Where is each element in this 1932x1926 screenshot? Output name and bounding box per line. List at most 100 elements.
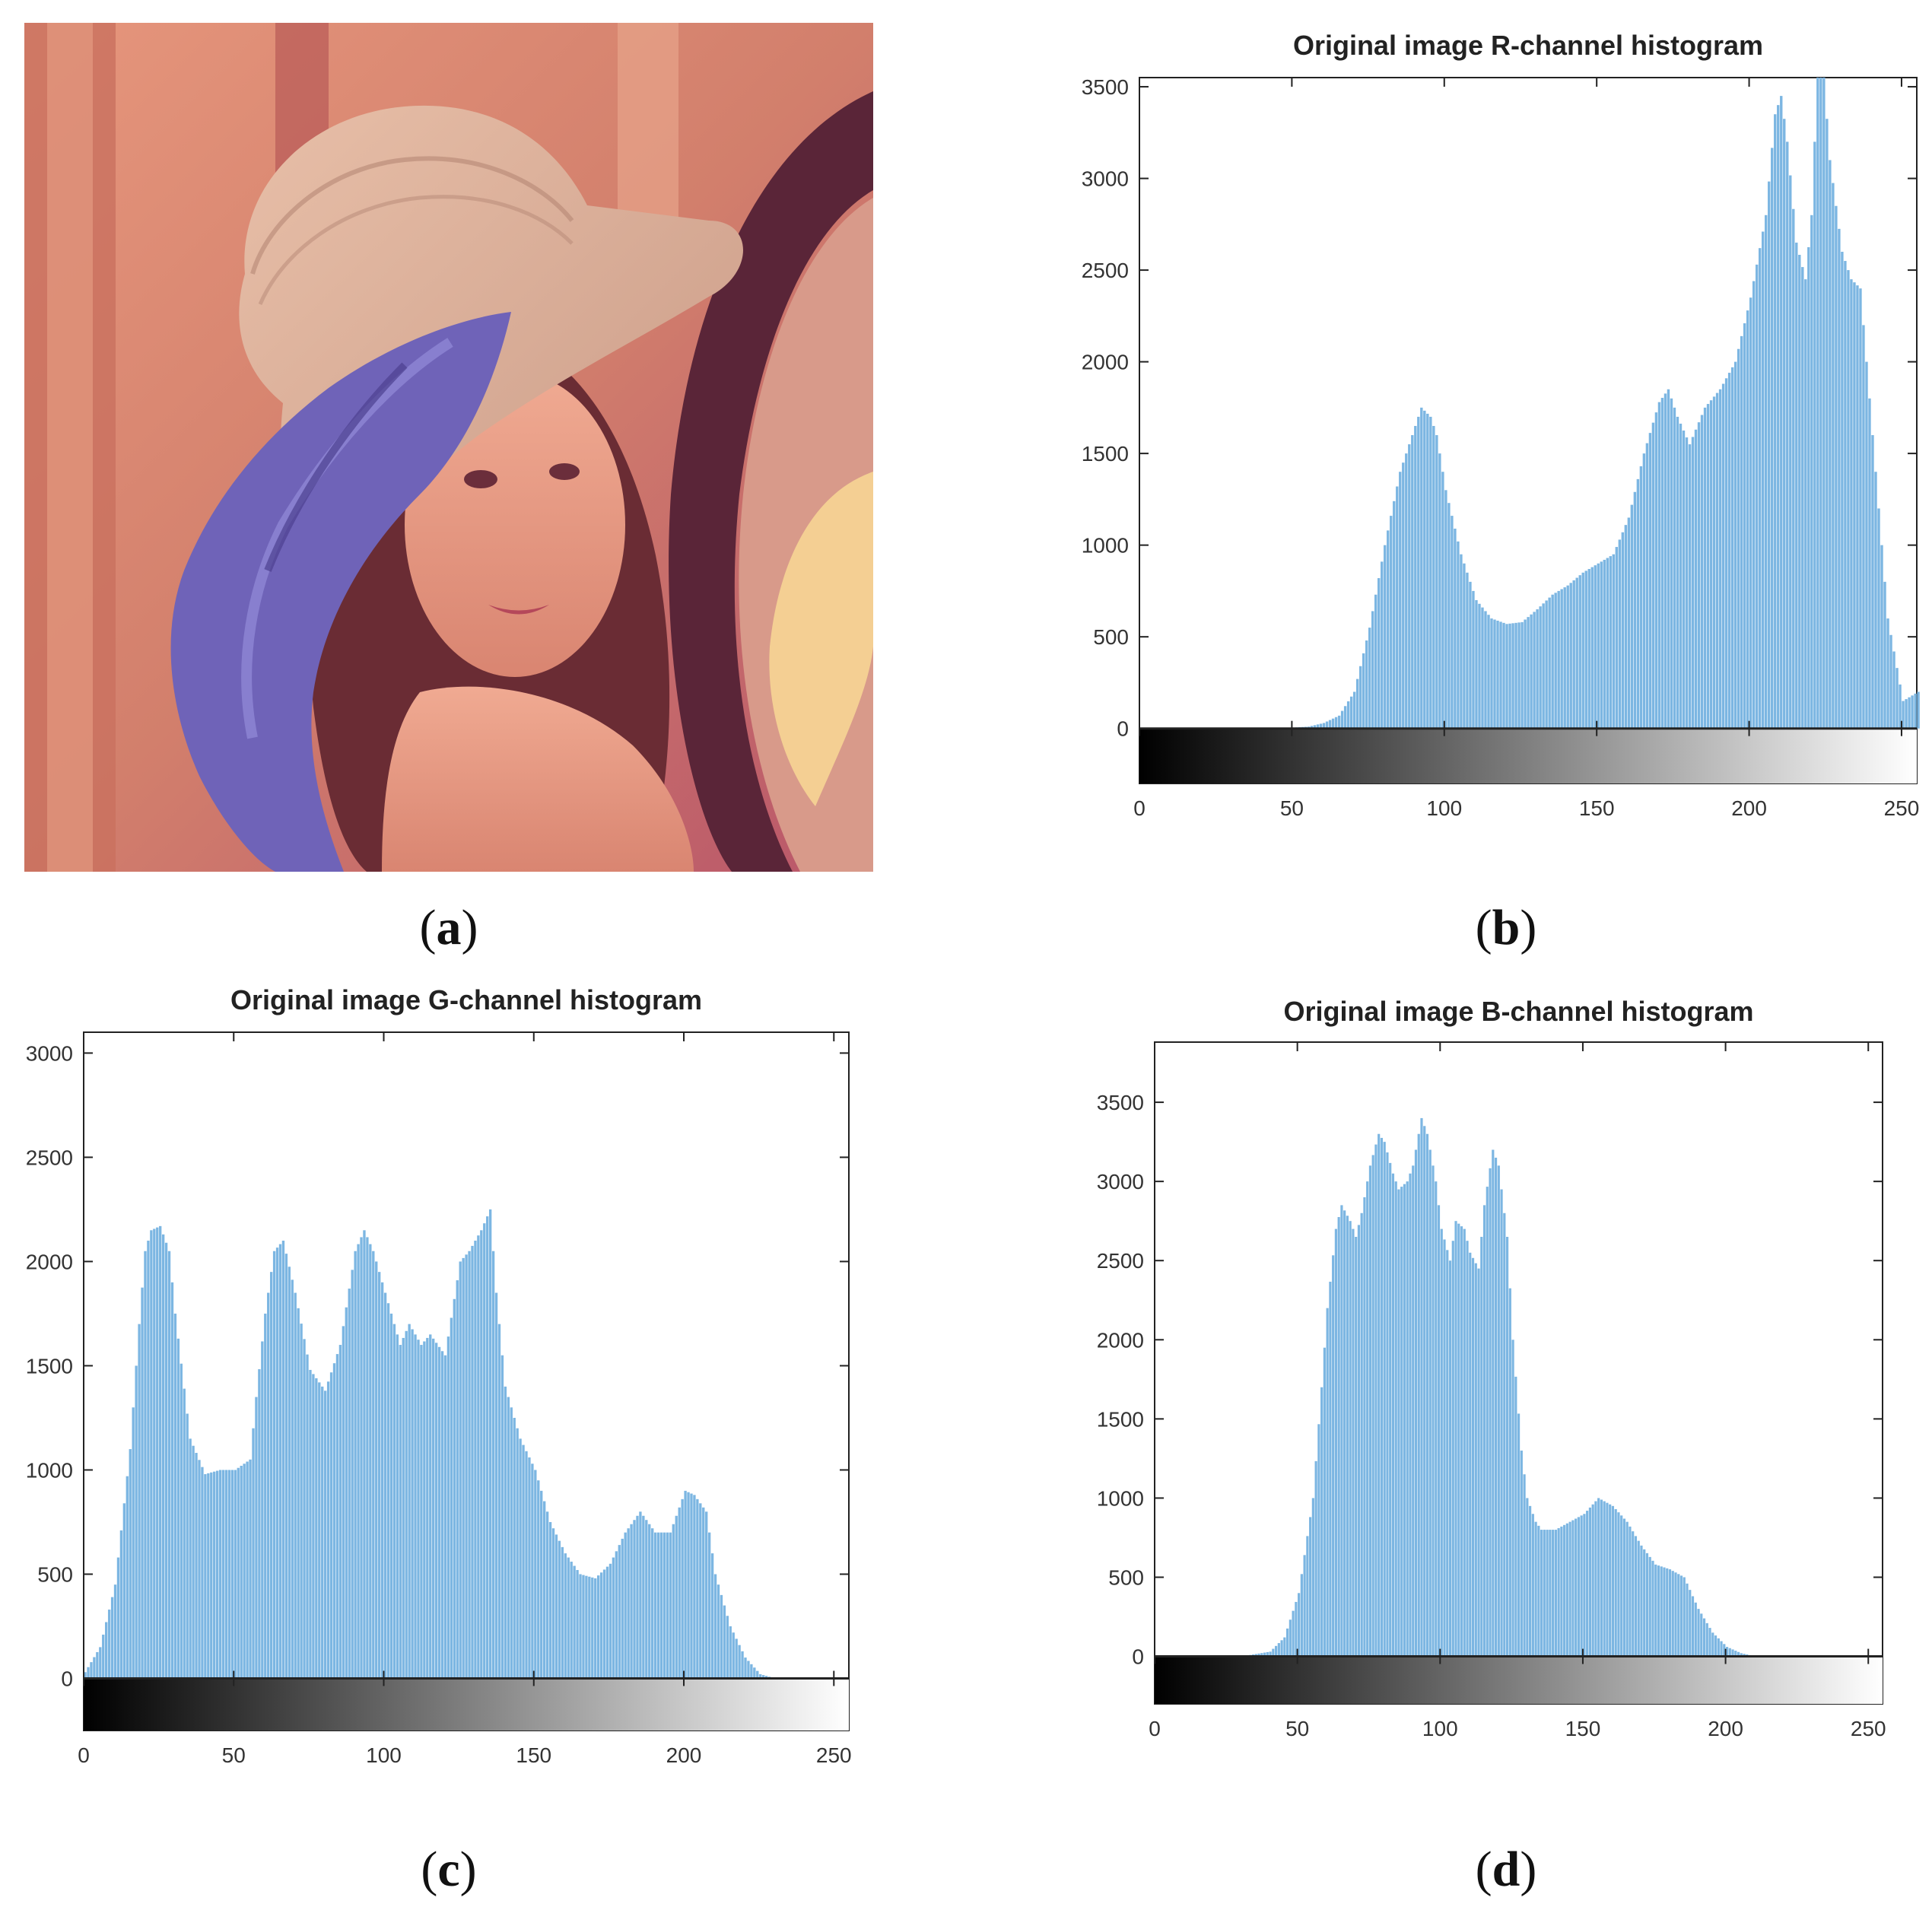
- histogram-bar: [1472, 590, 1475, 729]
- histogram-bar: [1417, 416, 1420, 729]
- histogram-bar: [210, 1472, 213, 1679]
- histogram-bar: [561, 1546, 564, 1679]
- histogram-bar: [1565, 1523, 1568, 1657]
- histogram-bar: [1874, 472, 1877, 729]
- histogram-bar: [1505, 624, 1508, 729]
- histogram-bar: [1337, 715, 1341, 729]
- histogram-bar: [1717, 1638, 1720, 1657]
- histogram-bar: [1686, 1583, 1689, 1657]
- histogram-bar: [1606, 558, 1609, 729]
- histogram-bar: [1606, 1502, 1609, 1657]
- histogram-bar: [1708, 1628, 1711, 1657]
- histogram-bar: [675, 1515, 678, 1679]
- histogram-bar: [396, 1334, 399, 1679]
- histogram-bar: [389, 1313, 393, 1679]
- histogram-bar: [1612, 554, 1616, 729]
- histogram-bar: [227, 1470, 231, 1679]
- histogram-bar: [1758, 248, 1762, 729]
- y-tick-label: 2500: [1097, 1249, 1144, 1273]
- histogram-bar: [1633, 491, 1637, 729]
- histogram-bar: [1560, 589, 1563, 729]
- histogram-bar: [741, 1651, 744, 1679]
- histogram-bar: [1368, 628, 1371, 729]
- histogram-bar: [1728, 1648, 1731, 1657]
- histogram-bar: [1381, 561, 1384, 729]
- histogram-bar: [338, 1345, 342, 1679]
- histogram-bar: [1295, 1601, 1298, 1657]
- histogram-bar: [471, 1245, 474, 1679]
- x-tick-label: 100: [1426, 796, 1462, 820]
- histogram-bar: [1536, 609, 1539, 729]
- histogram-bar: [602, 1569, 606, 1679]
- histogram-bar: [1383, 1142, 1386, 1657]
- histogram-bar: [1412, 1165, 1415, 1657]
- chart-title: Original image R-channel histogram: [1293, 30, 1763, 61]
- histogram-bar: [510, 1407, 513, 1679]
- grayscale-colorbar: [84, 1678, 849, 1731]
- histogram-bar: [1761, 231, 1765, 729]
- histogram-bar: [678, 1507, 681, 1679]
- histogram-bar: [1865, 361, 1868, 729]
- histogram-bar: [1440, 1228, 1443, 1657]
- histogram-bar: [1718, 389, 1722, 729]
- histogram-bar: [648, 1524, 651, 1679]
- histogram-bar: [1810, 215, 1813, 729]
- histogram-bar: [1697, 1609, 1700, 1657]
- histogram-bar: [659, 1532, 663, 1679]
- histogram-bar: [1349, 1221, 1352, 1657]
- histogram-bar: [1617, 1512, 1620, 1657]
- histogram-bar: [1480, 1237, 1483, 1657]
- histogram-bar: [1496, 620, 1499, 729]
- histogram-bar: [1648, 433, 1652, 729]
- histogram-bar: [1531, 1514, 1534, 1657]
- histogram-bar: [1463, 563, 1466, 729]
- y-tick-label: 0: [1117, 717, 1129, 741]
- histogram-bar: [1349, 696, 1353, 729]
- histogram-bar: [1389, 1162, 1392, 1657]
- histogram-bar: [1260, 1653, 1263, 1657]
- histogram-bar: [1319, 723, 1323, 729]
- histogram-bar: [1648, 1556, 1651, 1657]
- histogram-bar: [386, 1303, 390, 1679]
- histogram-bar: [1636, 478, 1640, 729]
- histogram-bar: [1429, 416, 1432, 729]
- histogram-bar: [1620, 1515, 1623, 1657]
- histogram-bar: [129, 1449, 132, 1679]
- histogram-bar: [1856, 285, 1859, 729]
- histogram-bar: [1871, 435, 1874, 729]
- y-tick-label: 0: [61, 1667, 73, 1690]
- histogram-bar: [192, 1445, 195, 1679]
- histogram-bar: [213, 1471, 216, 1679]
- histogram-bar: [1269, 1651, 1272, 1657]
- histogram-bar: [399, 1345, 402, 1679]
- histogram-bar: [570, 1562, 573, 1679]
- histogram-bar: [1740, 335, 1743, 729]
- histogram-bar: [446, 1336, 450, 1679]
- histogram-bar: [141, 1287, 144, 1679]
- histogram-bar: [545, 1511, 549, 1679]
- histogram-bar: [1651, 1560, 1654, 1657]
- histogram-bar: [1466, 1241, 1469, 1657]
- x-tick-label: 100: [1422, 1717, 1458, 1740]
- histogram-bar: [1700, 1613, 1703, 1657]
- histogram-bar: [1844, 261, 1847, 729]
- histogram-bar: [1657, 1565, 1660, 1657]
- histogram-bar: [1637, 1540, 1640, 1657]
- histogram-bar: [1685, 437, 1689, 729]
- histogram-bar: [221, 1470, 225, 1679]
- histogram-bar: [1423, 1126, 1426, 1657]
- histogram-bar: [1621, 532, 1625, 729]
- histogram-bar: [1428, 1149, 1432, 1657]
- histogram-bar: [1286, 1628, 1289, 1657]
- histogram-bar: [554, 1534, 558, 1679]
- histogram-bar: [1743, 323, 1746, 729]
- histogram-bar: [500, 1355, 504, 1679]
- x-tick-label: 200: [1731, 796, 1767, 820]
- histogram-bar: [1539, 606, 1542, 729]
- histogram-bar: [147, 1241, 150, 1679]
- histogram-bar: [1792, 208, 1795, 729]
- histogram-bar: [110, 1597, 114, 1679]
- histogram-bar: [696, 1499, 699, 1679]
- histogram-bar: [354, 1251, 357, 1679]
- histogram-bar: [306, 1354, 309, 1679]
